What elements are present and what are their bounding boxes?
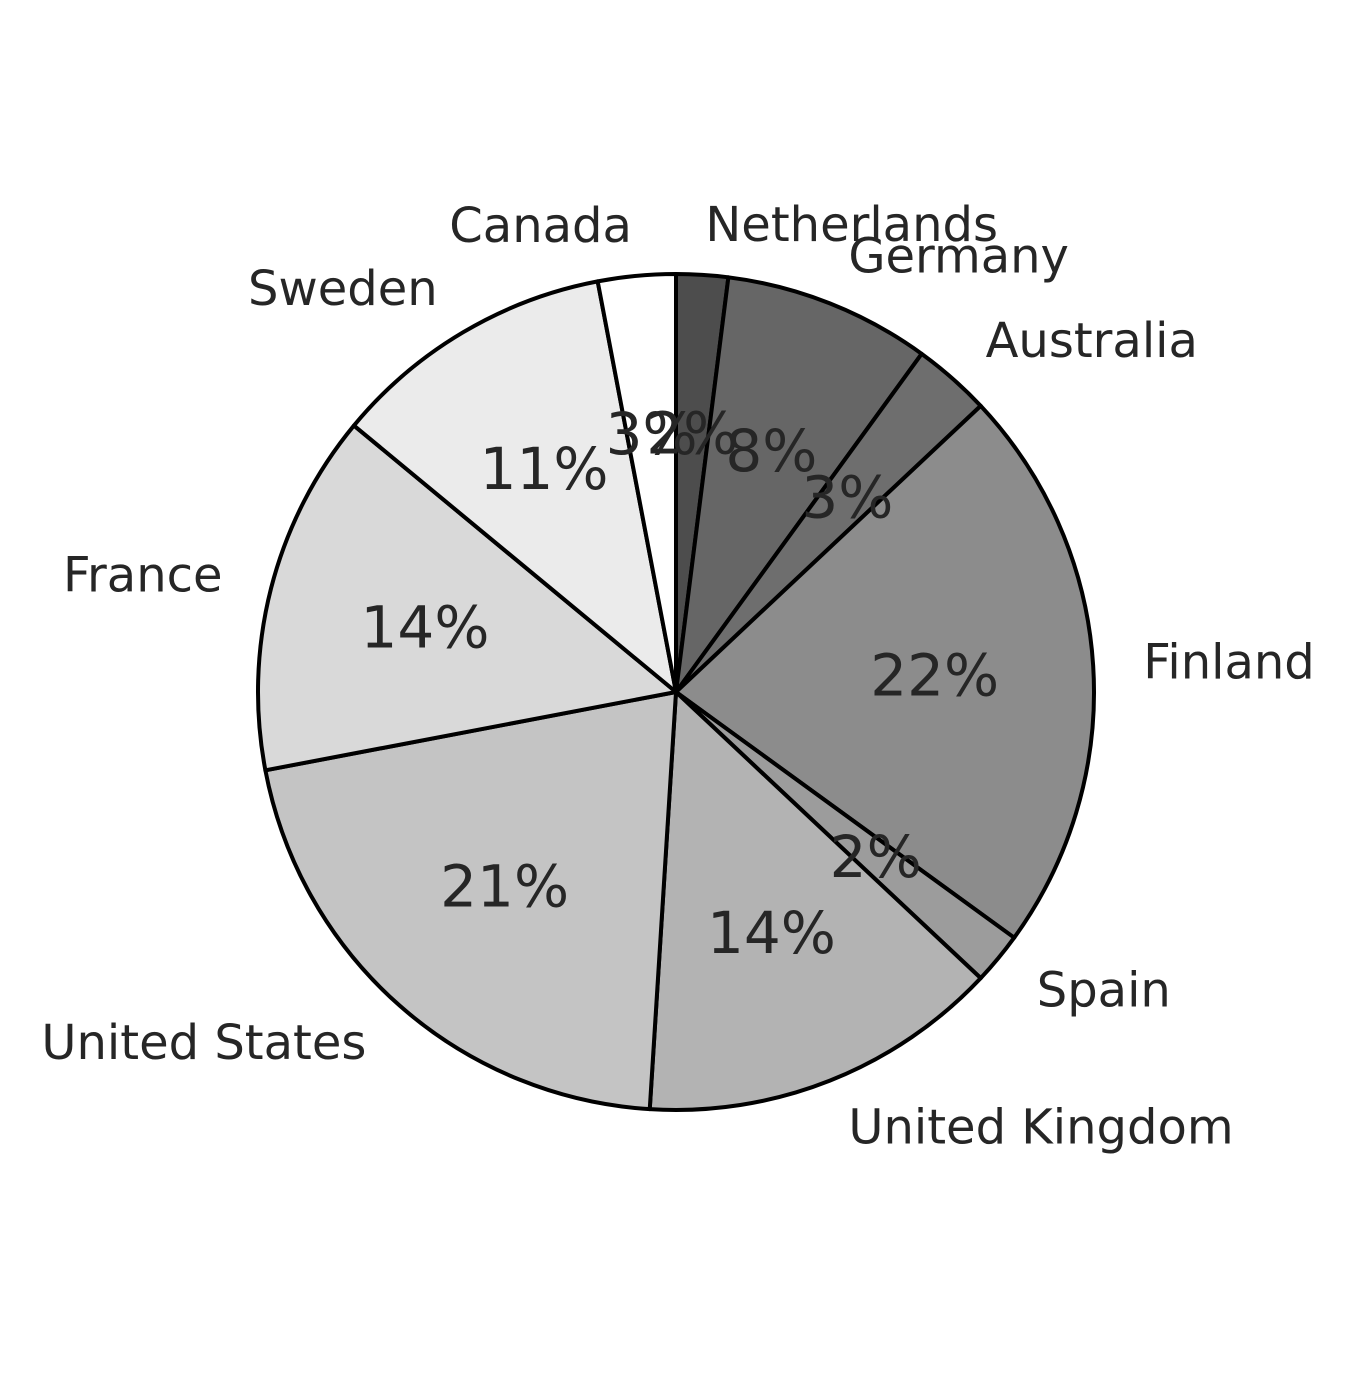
- pct-label-canada: 3%: [606, 400, 698, 468]
- pie-slice-finland: [674, 403, 1096, 940]
- pie-slice-canada: [595, 272, 678, 694]
- pct-label-netherlands: 2%: [646, 399, 738, 467]
- category-label-united-states: United States: [41, 1015, 366, 1071]
- category-label-finland: Finland: [1143, 635, 1315, 691]
- category-label-australia: Australia: [986, 313, 1198, 369]
- category-label-sweden: Sweden: [248, 261, 438, 317]
- pct-label-united-states: 21%: [440, 852, 569, 920]
- pie-slice-united-kingdom: [647, 690, 983, 1112]
- category-label-spain: Spain: [1037, 962, 1171, 1018]
- pie-slices: [256, 272, 1096, 1112]
- category-label-canada: Canada: [449, 198, 632, 254]
- pct-label-finland: 22%: [870, 642, 999, 710]
- pie-slice-france: [256, 423, 678, 773]
- pie-percent-labels: 2%8%3%22%2%14%21%14%11%3%: [361, 399, 1000, 967]
- category-label-france: France: [63, 548, 223, 604]
- pct-label-germany: 8%: [725, 417, 817, 485]
- pct-label-sweden: 11%: [480, 435, 609, 503]
- pie-slice-sweden: [351, 279, 678, 694]
- category-label-netherlands: Netherlands: [705, 197, 998, 253]
- category-label-germany: Germany: [848, 229, 1069, 285]
- pie-slice-germany: [674, 275, 924, 694]
- pct-label-united-kingdom: 14%: [707, 899, 836, 967]
- category-label-united-kingdom: United Kingdom: [848, 1099, 1233, 1155]
- pct-label-spain: 2%: [830, 823, 922, 891]
- pct-label-australia: 3%: [801, 464, 893, 532]
- pct-label-france: 14%: [361, 594, 490, 662]
- pie-slice-united-states: [263, 690, 678, 1112]
